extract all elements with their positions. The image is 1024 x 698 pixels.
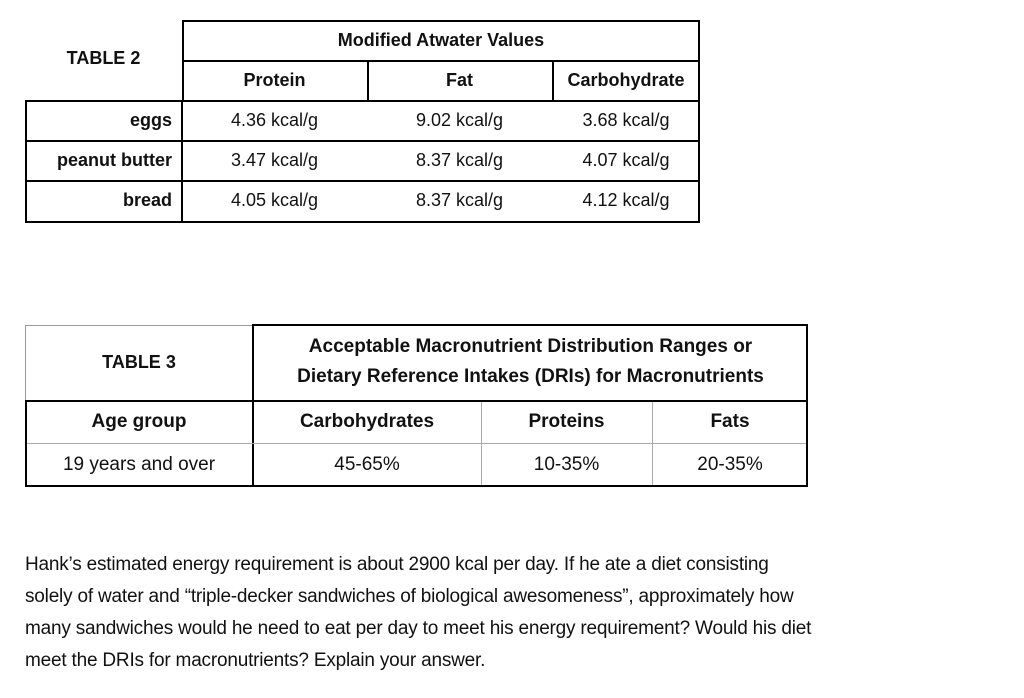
row-label: eggs [129, 109, 172, 130]
question-line: many sandwiches would he need to eat per… [25, 618, 812, 639]
column-header: Age group [91, 410, 187, 432]
question-line: solely of water and “triple-decker sandw… [25, 586, 794, 607]
row-border [25, 180, 700, 223]
cell: 8.37 kcal/g [415, 189, 504, 210]
cell: 19 years and over [62, 453, 216, 475]
table-header: Acceptable Macronutrient Distribution Ra… [308, 336, 753, 357]
cell: 4.07 kcal/g [582, 149, 670, 170]
column-header: Protein [243, 69, 306, 90]
table-border [25, 400, 808, 487]
cell: 45-65% [334, 453, 400, 475]
cell: 3.68 kcal/g [582, 109, 670, 130]
cell: 8.37 kcal/g [415, 149, 504, 170]
column-header: Carbohydrate [567, 69, 685, 90]
column-header: Carbohydrates [299, 410, 435, 432]
question-line: Hank’s estimated energy requirement is a… [25, 554, 769, 575]
cell: 9.02 kcal/g [415, 109, 504, 130]
column-line [652, 402, 653, 485]
cell: 4.12 kcal/g [582, 189, 670, 210]
row-label: peanut butter [57, 149, 172, 170]
cell: 10-35% [533, 453, 600, 475]
column-header: Fats [710, 410, 750, 432]
column-line [481, 402, 482, 485]
cell: 20-35% [697, 453, 763, 475]
table-label: TABLE 2 [66, 47, 141, 68]
table-header: Dietary Reference Intakes (DRIs) for Mac… [297, 366, 764, 387]
column-header: Proteins [528, 410, 605, 432]
question-line: meet the DRIs for macronutrients? Explai… [25, 650, 486, 671]
row-line [27, 443, 806, 444]
table-label: TABLE 3 [102, 352, 176, 372]
group-header: Modified Atwater Values [337, 29, 545, 50]
cell: 4.36 kcal/g [230, 109, 319, 130]
row-label: bread [122, 189, 172, 210]
cell: 4.05 kcal/g [230, 189, 319, 210]
column-line [181, 100, 183, 222]
cell: 3.47 kcal/g [230, 149, 319, 170]
column-header: Fat [446, 69, 473, 90]
